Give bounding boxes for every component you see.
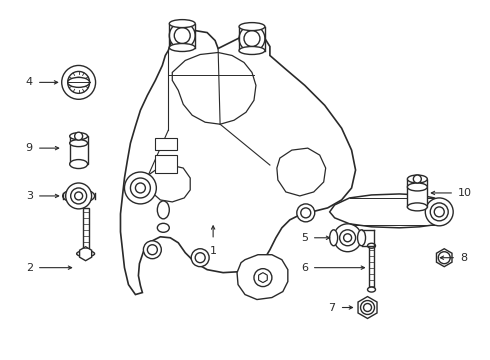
Ellipse shape (70, 133, 88, 140)
Circle shape (259, 274, 267, 282)
Circle shape (244, 31, 260, 46)
Text: 4: 4 (25, 77, 33, 87)
Polygon shape (147, 165, 190, 202)
Bar (155, 155, 177, 173)
Ellipse shape (239, 46, 265, 54)
Ellipse shape (157, 201, 169, 219)
Circle shape (434, 207, 444, 217)
Circle shape (364, 303, 371, 311)
Text: 8: 8 (460, 253, 467, 263)
Ellipse shape (368, 287, 375, 292)
Ellipse shape (169, 44, 195, 51)
Text: 2: 2 (25, 263, 33, 273)
Circle shape (239, 26, 265, 51)
Circle shape (191, 249, 209, 267)
Ellipse shape (157, 223, 169, 232)
Circle shape (174, 28, 190, 44)
Ellipse shape (407, 183, 427, 191)
Polygon shape (70, 136, 88, 164)
Circle shape (144, 241, 161, 259)
Ellipse shape (368, 243, 375, 248)
Polygon shape (277, 148, 326, 196)
Ellipse shape (70, 140, 88, 147)
Text: 1: 1 (210, 246, 217, 256)
Text: 6: 6 (301, 263, 308, 273)
Ellipse shape (63, 189, 95, 203)
Ellipse shape (330, 230, 338, 246)
Polygon shape (437, 249, 452, 267)
Circle shape (343, 234, 352, 242)
Circle shape (301, 208, 311, 218)
Circle shape (438, 252, 450, 264)
Ellipse shape (76, 251, 95, 257)
Circle shape (430, 203, 448, 221)
Ellipse shape (239, 23, 265, 31)
Polygon shape (259, 273, 267, 283)
Circle shape (361, 301, 374, 315)
Polygon shape (172, 53, 256, 124)
Ellipse shape (70, 159, 88, 168)
Ellipse shape (358, 230, 366, 246)
Polygon shape (407, 179, 427, 207)
Polygon shape (358, 297, 377, 319)
Circle shape (130, 178, 150, 198)
Polygon shape (83, 208, 89, 254)
Text: 9: 9 (25, 143, 33, 153)
Circle shape (297, 204, 315, 222)
Ellipse shape (407, 175, 427, 183)
Circle shape (147, 245, 157, 255)
Text: 10: 10 (458, 188, 472, 198)
Ellipse shape (169, 20, 195, 28)
Circle shape (66, 183, 92, 209)
Text: 5: 5 (301, 233, 308, 243)
Circle shape (334, 224, 362, 252)
Bar (155, 138, 177, 150)
Circle shape (169, 23, 195, 49)
Circle shape (414, 175, 421, 183)
Polygon shape (121, 31, 356, 294)
Polygon shape (368, 246, 374, 289)
Circle shape (254, 269, 272, 287)
Circle shape (74, 192, 83, 200)
Circle shape (135, 183, 146, 193)
Circle shape (74, 132, 83, 140)
Circle shape (74, 77, 84, 87)
Circle shape (340, 230, 356, 246)
Text: 7: 7 (328, 302, 336, 312)
Text: 3: 3 (26, 191, 33, 201)
Polygon shape (330, 194, 446, 228)
Circle shape (195, 253, 205, 263)
Polygon shape (79, 247, 92, 261)
Ellipse shape (68, 77, 90, 87)
Circle shape (62, 66, 96, 99)
Circle shape (425, 198, 453, 226)
Ellipse shape (407, 203, 427, 211)
Circle shape (71, 188, 87, 204)
Circle shape (124, 172, 156, 204)
Circle shape (68, 71, 90, 93)
Polygon shape (237, 255, 288, 300)
